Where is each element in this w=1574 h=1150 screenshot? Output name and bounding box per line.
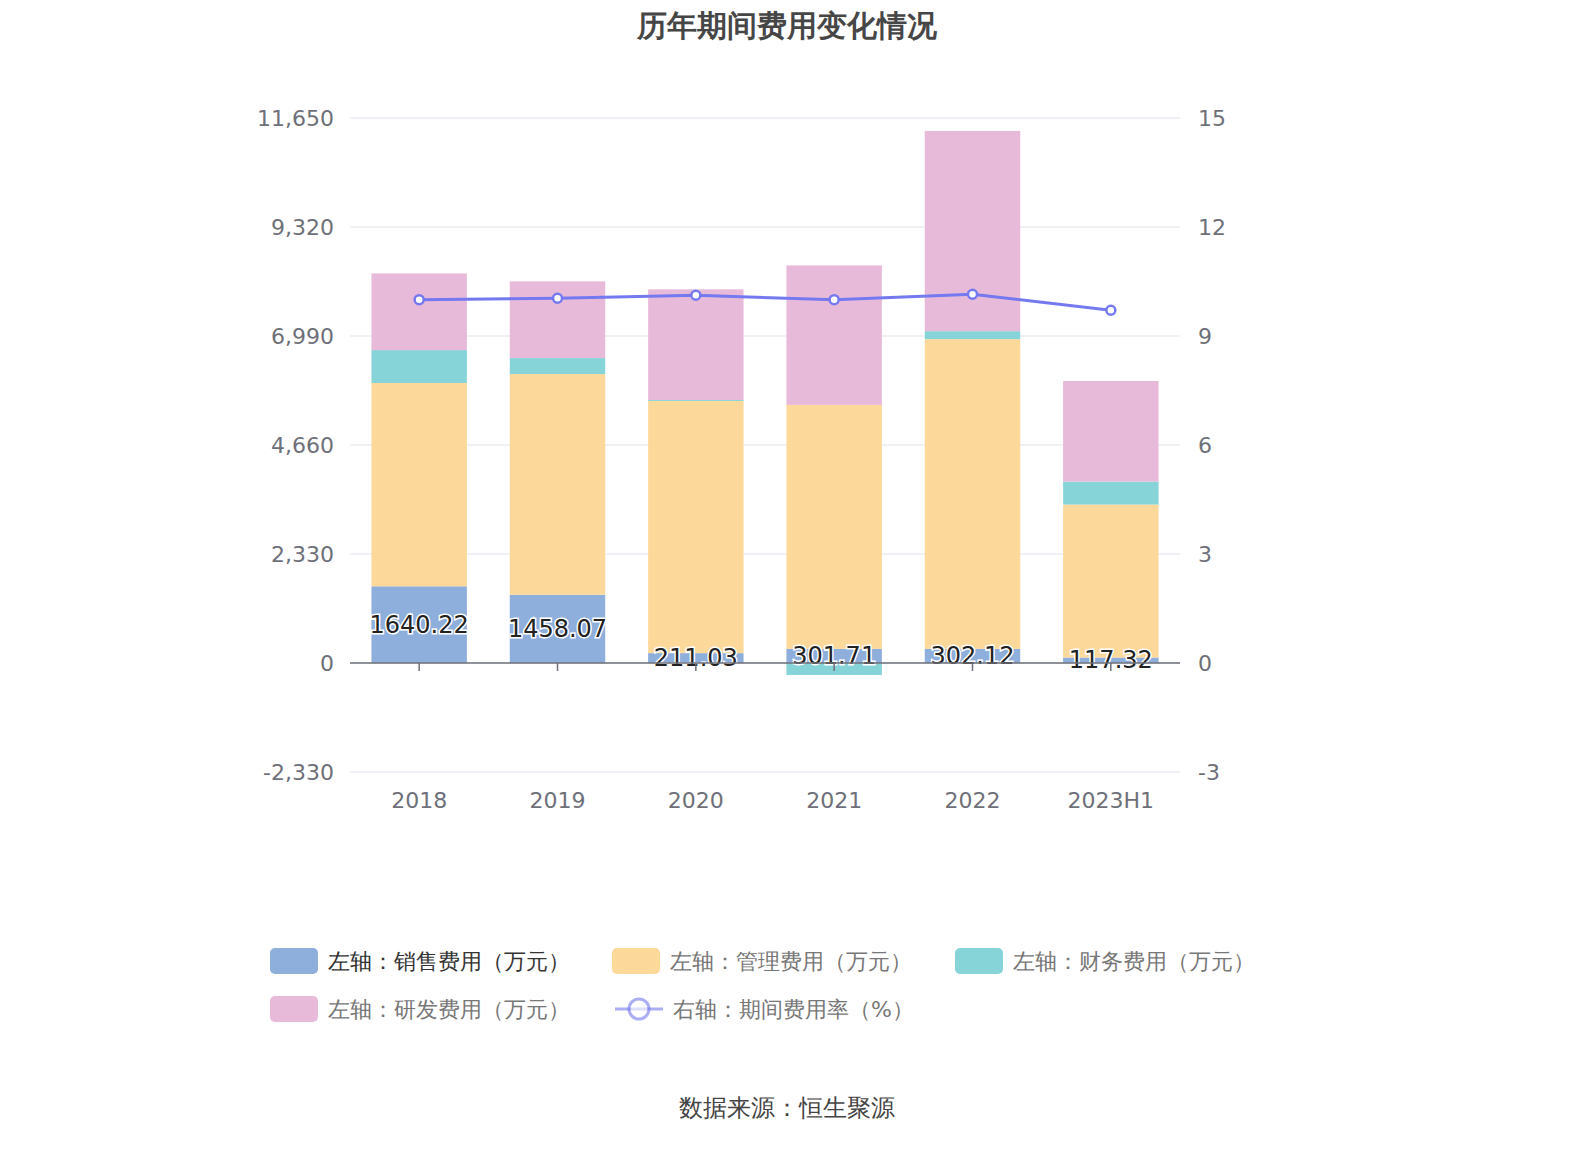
plot — [371, 131, 1158, 675]
bar — [925, 331, 1020, 339]
y-tick-label: 0 — [320, 651, 334, 676]
legend-swatch — [629, 999, 649, 1019]
bar — [1063, 505, 1158, 658]
bar — [510, 374, 605, 595]
y-tick-label: 9,320 — [271, 215, 334, 240]
x-tick-label: 2018 — [391, 788, 447, 813]
marker — [1106, 306, 1115, 315]
bar — [786, 265, 881, 405]
grid-line — [350, 227, 1180, 228]
x-tick — [833, 663, 835, 671]
x-tick-label: 2019 — [530, 788, 586, 813]
legend: 左轴：销售费用（万元） 左轴：管理费用（万元） 左轴：财务费用（万元） 左轴：研发费用… — [270, 948, 1255, 1022]
bar — [371, 383, 466, 586]
y2-tick-label: 0 — [1198, 651, 1212, 676]
data-label: 117.32 — [1069, 646, 1153, 674]
bar — [1063, 381, 1158, 482]
x-tick — [972, 663, 974, 671]
marker — [415, 295, 424, 304]
title: 历年期间费用变化情况 — [636, 8, 938, 43]
data-label: 1458.07 — [508, 615, 607, 643]
legend-swatch — [270, 948, 318, 974]
data-label: 211.03 — [654, 644, 738, 672]
legend-swatch — [612, 948, 660, 974]
bar — [648, 289, 743, 400]
labels: 1640.221458.07211.03301.71302.12117.32 — [370, 611, 1153, 675]
legend-label: 左轴：管理费用（万元） — [670, 949, 912, 974]
grid-line — [350, 445, 1180, 446]
grid-line — [350, 336, 1180, 337]
x-tick — [557, 663, 559, 671]
bar — [510, 358, 605, 374]
x-tick-label: 2023H1 — [1068, 788, 1155, 813]
y-tick-label: 11,650 — [257, 106, 334, 131]
legend-label: 左轴：研发费用（万元） — [328, 997, 570, 1022]
legend-label: 左轴：销售费用（万元） — [328, 949, 570, 974]
bar — [648, 401, 743, 653]
y2-tick-label: 12 — [1198, 215, 1226, 240]
grid-line — [350, 118, 1180, 119]
y2-tick-label: 6 — [1198, 433, 1212, 458]
legend-label: 左轴：财务费用（万元） — [1013, 949, 1255, 974]
data-label: 1640.22 — [370, 611, 469, 639]
x-tick-label: 2020 — [668, 788, 724, 813]
x-tick — [695, 663, 697, 671]
y2-tick-label: 15 — [1198, 106, 1226, 131]
marker — [691, 291, 700, 300]
y-tick-label: 2,330 — [271, 542, 334, 567]
marker — [830, 295, 839, 304]
y-tick-label: 4,660 — [271, 433, 334, 458]
bar — [786, 405, 881, 649]
grid-line — [350, 663, 1180, 664]
bar — [925, 131, 1020, 331]
source: 数据来源：恒生聚源 — [679, 1094, 895, 1122]
legend-label: 右轴：期间费用率（%） — [673, 997, 914, 1022]
bar — [371, 350, 466, 383]
y2-tick-label: 3 — [1198, 542, 1212, 567]
y2-tick-label: -3 — [1198, 760, 1220, 785]
chart: 历年期间费用变化情况 -2,330 0 2,330 4,660 6,990 9,320 11,… — [0, 0, 1574, 1150]
x-axis-line — [350, 662, 1180, 664]
grid-line — [350, 772, 1180, 773]
y-tick-label: -2,330 — [263, 760, 334, 785]
line — [419, 294, 1111, 310]
x-tick — [1110, 663, 1112, 671]
legend-swatch — [270, 996, 318, 1022]
y-tick-label: 6,990 — [271, 324, 334, 349]
x-tick-label: 2022 — [945, 788, 1001, 813]
bar — [371, 273, 466, 350]
grid-line — [350, 554, 1180, 555]
x-tick — [418, 663, 420, 671]
marker — [553, 294, 562, 303]
y2-tick-label: 9 — [1198, 324, 1212, 349]
bar — [1063, 482, 1158, 505]
bar — [510, 281, 605, 358]
legend-swatch — [955, 948, 1003, 974]
marker — [968, 290, 977, 299]
x-tick-label: 2021 — [806, 788, 862, 813]
bar — [925, 339, 1020, 649]
